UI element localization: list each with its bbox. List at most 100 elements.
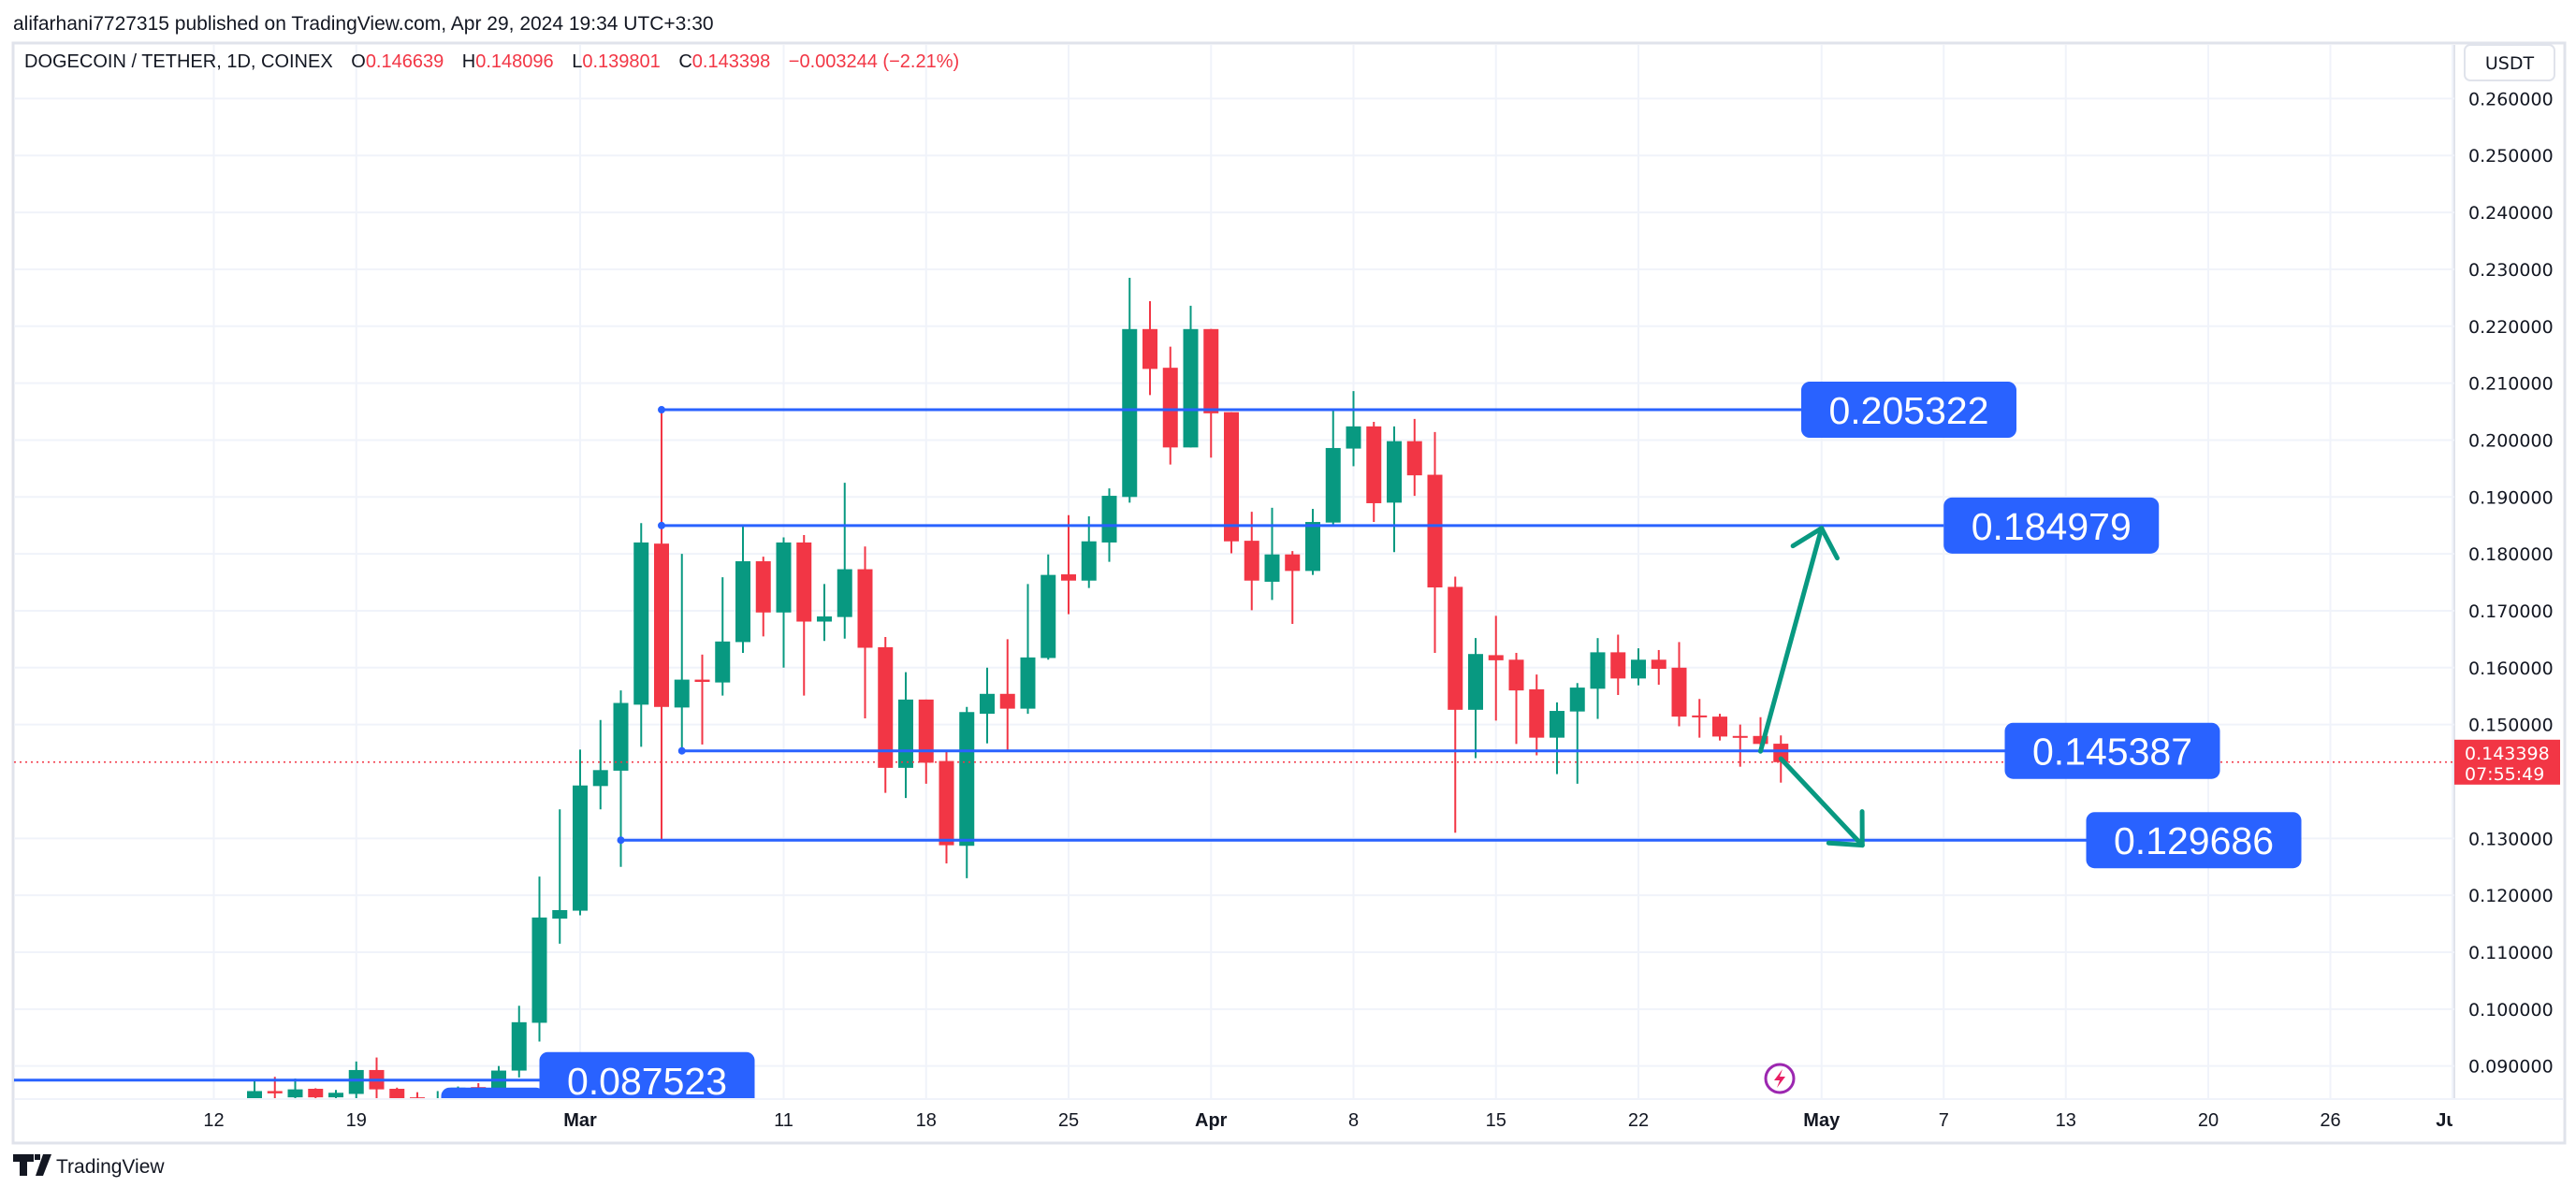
horizontal-level-0.205322[interactable]: 0.205322 (658, 382, 2016, 439)
candle-body (552, 909, 568, 919)
candle-body (1508, 659, 1524, 691)
candle (898, 672, 913, 799)
candle-body (308, 1089, 324, 1098)
level-anchor-point[interactable] (658, 406, 665, 414)
candle-body (1203, 328, 1219, 413)
level-price-label-box[interactable] (539, 1051, 755, 1108)
level-price-label: 0.129686 (2114, 819, 2274, 862)
candle (1406, 418, 1422, 497)
candle-body (1550, 711, 1565, 738)
candle (1712, 714, 1727, 741)
candle (1448, 576, 1463, 833)
time-tick-label: 22 (1628, 1110, 1649, 1131)
change-value: −0.003244 (−2.21%) (789, 51, 959, 72)
arrow-head[interactable] (1790, 526, 1825, 549)
level-anchor-point[interactable] (677, 746, 686, 755)
time-axis[interactable]: 12 19 Mar 11 18 25 Apr 8 15 22 May 7 13 20 26 Jun (203, 1110, 2468, 1131)
arrow-head[interactable] (1819, 526, 1840, 561)
candle (1569, 683, 1585, 784)
chart-frame (11, 41, 2567, 1145)
candle-body (1651, 659, 1666, 670)
time-tick-label: 8 (1348, 1110, 1359, 1131)
candle (247, 1079, 262, 1098)
lightning-icon[interactable] (1764, 1063, 1796, 1094)
arrow-shaft[interactable] (1778, 756, 1865, 848)
level-price-label-box[interactable] (1943, 497, 2160, 554)
candle-body (1142, 328, 1157, 369)
close-value: 0.143398 (692, 51, 770, 72)
candle-body (999, 693, 1015, 709)
symbol-label: DOGECOIN / TETHER, 1D, COINEX (24, 51, 333, 72)
candle-body (898, 699, 913, 768)
horizontal-level-0.129686[interactable]: 0.129686 (617, 812, 2302, 869)
candle (633, 523, 649, 747)
level-price-label: 0.205322 (1828, 389, 1988, 432)
candle-body (796, 542, 812, 622)
price-axis[interactable]: 0.260000 0.250000 0.240000 0.230000 0.220000… (2468, 89, 2554, 1077)
level-price-label-box[interactable] (1801, 382, 2016, 439)
candle (878, 636, 894, 793)
svg-text:USDT: USDT (2485, 53, 2535, 74)
tradingview-logo[interactable]: TradingView (13, 1154, 165, 1178)
arrow-head[interactable] (1826, 840, 1865, 848)
time-tick-label: 18 (916, 1110, 937, 1131)
trend-arrow-up[interactable] (1758, 526, 1840, 754)
svg-text:TradingView: TradingView (56, 1156, 165, 1178)
price-tick-label: 0.090000 (2468, 1057, 2554, 1078)
candle-body (1101, 496, 1117, 543)
candle-body (939, 760, 954, 846)
candle (1753, 717, 1768, 746)
candle-body (878, 646, 894, 768)
level-price-label-box[interactable] (2004, 722, 2220, 779)
candle (1529, 674, 1545, 756)
candle-body (1671, 667, 1687, 717)
candle-body (918, 699, 934, 763)
candle (552, 809, 568, 944)
candle (837, 483, 852, 639)
candle (1692, 699, 1708, 738)
arrow-shaft[interactable] (1758, 526, 1825, 754)
candle-body (613, 702, 629, 771)
candle (436, 1091, 439, 1098)
candle-body (1122, 328, 1138, 498)
horizontal-level-0.184979[interactable]: 0.184979 (658, 497, 2160, 554)
candle (980, 667, 995, 744)
currency-button[interactable]: USDT (2464, 44, 2555, 81)
price-tick-label: 0.260000 (2468, 89, 2554, 109)
price-tick-label: 0.150000 (2468, 716, 2554, 736)
candle-body (1631, 659, 1646, 679)
candle (918, 699, 934, 784)
candle-body (1488, 655, 1504, 660)
svg-text:DOGECOIN / TETHER, 1D, COINEX: DOGECOIN / TETHER, 1D, COINEX O0.146639 … (24, 51, 959, 72)
candle (267, 1077, 283, 1098)
candle-body (1325, 447, 1341, 523)
candle-body (410, 1097, 425, 1098)
open-value: 0.146639 (366, 51, 444, 72)
low-value: 0.139801 (582, 51, 660, 72)
candle (1305, 509, 1320, 575)
price-tick-label: 0.160000 (2468, 659, 2554, 679)
candle (674, 554, 690, 751)
candle-body (735, 561, 750, 643)
candle (389, 1087, 405, 1098)
candle (796, 535, 812, 696)
candle (1550, 702, 1565, 774)
candle-body (511, 1021, 527, 1071)
level-price-label: 0.145387 (2032, 731, 2192, 774)
price-tick-label: 0.130000 (2468, 829, 2554, 849)
horizontal-level-0.145387[interactable]: 0.145387 (677, 722, 2220, 779)
candle (1264, 507, 1280, 601)
candle-body (1590, 652, 1606, 689)
trend-arrow-down[interactable] (1778, 756, 1865, 848)
level-anchor-point[interactable] (617, 836, 625, 845)
candle (1366, 421, 1382, 523)
time-tick-label: 20 (2198, 1110, 2219, 1131)
candle-body (1569, 688, 1585, 712)
candle (573, 749, 588, 916)
level-anchor-point[interactable] (658, 521, 665, 529)
candle (592, 719, 608, 810)
horizontal-level-0.087523[interactable]: 0.087523 (14, 1051, 755, 1125)
level-price-label-box[interactable] (2086, 812, 2302, 869)
drawings[interactable]: 0.205322 0.184979 0.145387 0.129686 0.087523 (14, 382, 2302, 1125)
